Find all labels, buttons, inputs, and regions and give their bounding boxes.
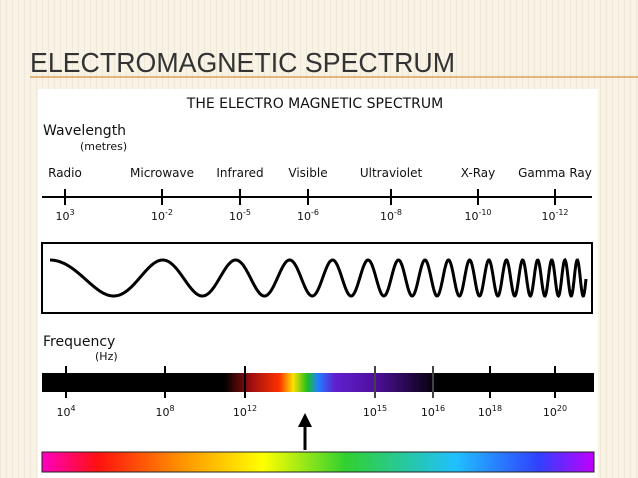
wavelength-tick-label-base: 10 (380, 210, 394, 223)
wavelength-tick-label-exp: -5 (243, 208, 251, 217)
wavelength-tick-label: 10-5 (229, 208, 251, 223)
spectrum-bar (42, 373, 594, 392)
frequency-tick-label-exp: 4 (70, 404, 75, 413)
wavelength-tick-label: 10-8 (380, 208, 402, 223)
wavelength-label: Wavelength (43, 123, 126, 139)
band-label: Infrared (216, 166, 263, 180)
frequency-tick-label-exp: 8 (169, 404, 174, 413)
band-label: Visible (288, 166, 327, 180)
wavelength-tick-label-base: 10 (541, 210, 555, 223)
wavelength-tick-label-exp: 3 (69, 208, 74, 217)
wavelength-tick-label-base: 10 (464, 210, 478, 223)
wave-box (41, 242, 593, 314)
frequency-tick-label: 1016 (421, 404, 445, 419)
frequency-tick-label: 1018 (478, 404, 502, 419)
frequency-tick-label-base: 10 (478, 406, 492, 419)
frequency-tick-label: 1015 (363, 404, 387, 419)
wavelength-tick-label-base: 10 (151, 210, 165, 223)
wavelength-tick-label-base: 10 (297, 210, 311, 223)
wavelength-tick-label-exp: -6 (311, 208, 319, 217)
wavelength-tick-label-exp: -12 (555, 208, 568, 217)
visible-light-bar (41, 451, 595, 473)
frequency-tick-label-base: 10 (155, 406, 169, 419)
frequency-tick-label-base: 10 (363, 406, 377, 419)
frequency-tick-label-base: 10 (233, 406, 247, 419)
band-label: Microwave (130, 166, 194, 180)
band-label: Gamma Ray (518, 166, 592, 180)
wavelength-tick-label-exp: -8 (394, 208, 402, 217)
wavelength-unit: (metres) (80, 140, 127, 153)
frequency-tick-label: 1012 (233, 404, 257, 419)
wave (50, 257, 588, 299)
frequency-tick-label-exp: 16 (435, 404, 445, 413)
diagram-title: THE ELECTRO MAGNETIC SPECTRUM (186, 96, 443, 112)
frequency-tick-label: 108 (155, 404, 174, 419)
frequency-tick-label-exp: 18 (492, 404, 502, 413)
frequency-tick-label-exp: 20 (557, 404, 567, 413)
figure (38, 89, 598, 478)
frequency-tick-label-base: 10 (543, 406, 557, 419)
wavelength-tick-label-exp: -10 (478, 208, 491, 217)
wavelength-tick-label: 10-2 (151, 208, 173, 223)
band-label: X-Ray (461, 166, 495, 180)
slide-title: ELECTROMAGNETIC SPECTRUM (30, 47, 455, 78)
band-label: Radio (48, 166, 82, 180)
frequency-tick-label: 104 (56, 404, 75, 419)
wavelength-tick-label: 10-6 (297, 208, 319, 223)
frequency-unit: (Hz) (95, 350, 118, 363)
wavelength-tick-label-base: 10 (229, 210, 243, 223)
arrow-head (298, 413, 312, 427)
frequency-label: Frequency (43, 334, 115, 350)
frequency-tick-label-base: 10 (421, 406, 435, 419)
wavelength-tick-label-exp: -2 (165, 208, 173, 217)
frequency-tick-label-base: 10 (56, 406, 70, 419)
wavelength-tick-label: 10-12 (541, 208, 568, 223)
band-label: Ultraviolet (360, 166, 423, 180)
wavelength-tick-label: 103 (55, 208, 74, 223)
frequency-tick-label: 1020 (543, 404, 567, 419)
wavelength-tick-label: 10-10 (464, 208, 491, 223)
wavelength-tick-label-base: 10 (55, 210, 69, 223)
frequency-tick-label-exp: 12 (247, 404, 257, 413)
frequency-tick-label-exp: 15 (377, 404, 387, 413)
